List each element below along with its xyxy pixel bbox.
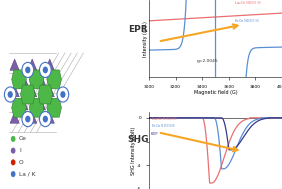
Polygon shape xyxy=(21,85,35,104)
Polygon shape xyxy=(28,85,37,97)
Text: La$_x$Ce$_9$(IO$_3$)$_{36}$: La$_x$Ce$_9$(IO$_3$)$_{36}$ xyxy=(234,0,262,7)
Circle shape xyxy=(43,116,48,122)
Polygon shape xyxy=(19,74,28,85)
Text: KDP: KDP xyxy=(151,132,158,136)
Circle shape xyxy=(57,87,69,102)
Circle shape xyxy=(5,87,16,102)
Polygon shape xyxy=(36,74,46,85)
Text: Ce: Ce xyxy=(19,136,27,141)
Text: O: O xyxy=(19,160,24,165)
Text: g=2.0045: g=2.0045 xyxy=(197,59,219,63)
Circle shape xyxy=(39,62,51,77)
Polygon shape xyxy=(29,98,44,117)
Polygon shape xyxy=(45,85,54,97)
Polygon shape xyxy=(45,112,54,123)
Polygon shape xyxy=(47,70,61,89)
Circle shape xyxy=(39,112,51,127)
Polygon shape xyxy=(12,70,26,89)
Circle shape xyxy=(60,91,65,98)
Text: EPR: EPR xyxy=(128,25,148,34)
Polygon shape xyxy=(10,59,19,70)
Circle shape xyxy=(8,91,13,98)
Polygon shape xyxy=(19,99,28,110)
Circle shape xyxy=(43,67,48,73)
Polygon shape xyxy=(12,98,26,117)
Y-axis label: Intensity (a.u.): Intensity (a.u.) xyxy=(143,21,148,57)
Text: La$_x$Ce$_9$(IO$_3$)$_{36}$: La$_x$Ce$_9$(IO$_3$)$_{36}$ xyxy=(151,116,177,123)
X-axis label: Magnetic field (G): Magnetic field (G) xyxy=(194,90,237,95)
Text: La / K: La / K xyxy=(19,172,36,177)
Polygon shape xyxy=(38,85,53,104)
Polygon shape xyxy=(28,59,37,70)
Polygon shape xyxy=(10,85,19,97)
Y-axis label: SHG Intensity (Volt): SHG Intensity (Volt) xyxy=(131,126,136,175)
Polygon shape xyxy=(28,112,37,123)
Circle shape xyxy=(11,171,16,177)
Polygon shape xyxy=(10,112,19,123)
Circle shape xyxy=(25,116,30,122)
Text: K$_x$Ce$_9$(IO$_3$)$_{36}$: K$_x$Ce$_9$(IO$_3$)$_{36}$ xyxy=(234,17,260,25)
Circle shape xyxy=(22,112,34,127)
Circle shape xyxy=(11,159,16,165)
Text: SHG: SHG xyxy=(127,135,149,144)
Text: K$_x$Ce$_9$(IO$_3$)$_{36}$: K$_x$Ce$_9$(IO$_3$)$_{36}$ xyxy=(151,123,175,130)
Polygon shape xyxy=(45,59,54,70)
Polygon shape xyxy=(47,98,61,117)
Circle shape xyxy=(11,148,16,154)
Polygon shape xyxy=(36,99,46,110)
Circle shape xyxy=(25,67,30,73)
Circle shape xyxy=(11,136,16,142)
Text: I: I xyxy=(19,148,21,153)
Circle shape xyxy=(22,62,34,77)
Polygon shape xyxy=(29,70,44,89)
